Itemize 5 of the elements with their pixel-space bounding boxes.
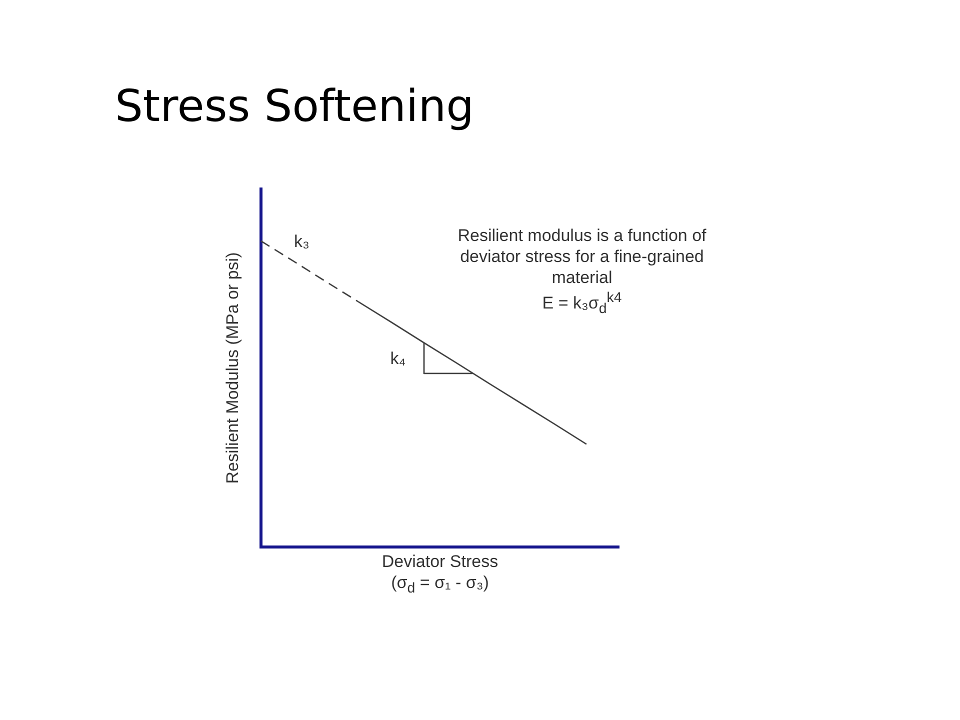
- annotation: k₄: [390, 348, 406, 369]
- chart-title: Stress Softening: [115, 81, 474, 133]
- y-axis-title: Resilient Modulus (MPa or psi): [222, 252, 242, 484]
- x-axis-title: Deviator Stress (σ$_{d}$ = σ₁ - σ₃): [382, 551, 498, 598]
- annotation: k₃: [294, 232, 310, 252]
